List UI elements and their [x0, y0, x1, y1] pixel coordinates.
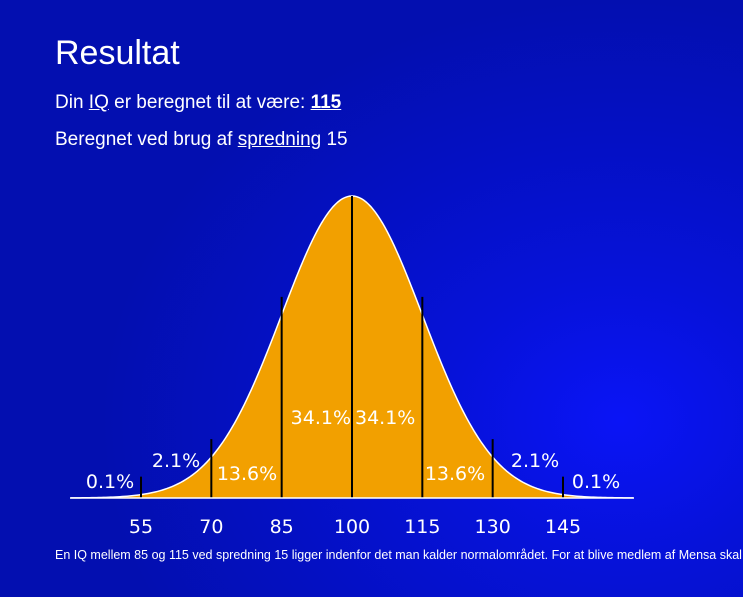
- segment-percent-label: 34.1%: [291, 407, 351, 429]
- segment-percent-label: 13.6%: [425, 463, 485, 485]
- iq-value-link[interactable]: 115: [310, 92, 342, 113]
- segment-percent-label: 0.1%: [572, 471, 620, 493]
- spread-line: Beregnet ved brug af spredning 15: [55, 129, 348, 151]
- segment-percent-label: 34.1%: [355, 407, 415, 429]
- segment-percent-label: 0.1%: [86, 471, 134, 493]
- x-tick-label: 130: [475, 516, 511, 538]
- footnote: En IQ mellem 85 og 115 ved spredning 15 …: [55, 548, 743, 562]
- segment-percent-label: 2.1%: [152, 450, 200, 472]
- x-tick-label: 70: [199, 516, 223, 538]
- x-tick-label: 85: [270, 516, 294, 538]
- iq-middle-text: er beregnet til at være:: [108, 92, 311, 113]
- iq-prefix-text: Din: [55, 92, 89, 113]
- x-tick-label: 145: [545, 516, 581, 538]
- x-tick-label: 115: [404, 516, 440, 538]
- iq-result-line: Din IQ er beregnet til at være: 115: [55, 92, 341, 114]
- normal-distribution-chart: 55 70 85 100 115 130 145 0.1% 2.1% 13.6% 34.1% 34.1…: [70, 195, 634, 538]
- page-title: Resultat: [55, 34, 180, 72]
- segment-percent-label: 13.6%: [217, 463, 277, 485]
- iq-link[interactable]: IQ: [88, 92, 109, 113]
- spread-prefix-text: Beregnet ved brug af: [55, 129, 238, 150]
- segment-percent-label: 2.1%: [511, 450, 559, 472]
- spread-value-text: 15: [321, 129, 348, 150]
- x-tick-label: 55: [129, 516, 153, 538]
- x-tick-label: 100: [334, 516, 370, 538]
- spread-link[interactable]: spredning: [237, 129, 322, 150]
